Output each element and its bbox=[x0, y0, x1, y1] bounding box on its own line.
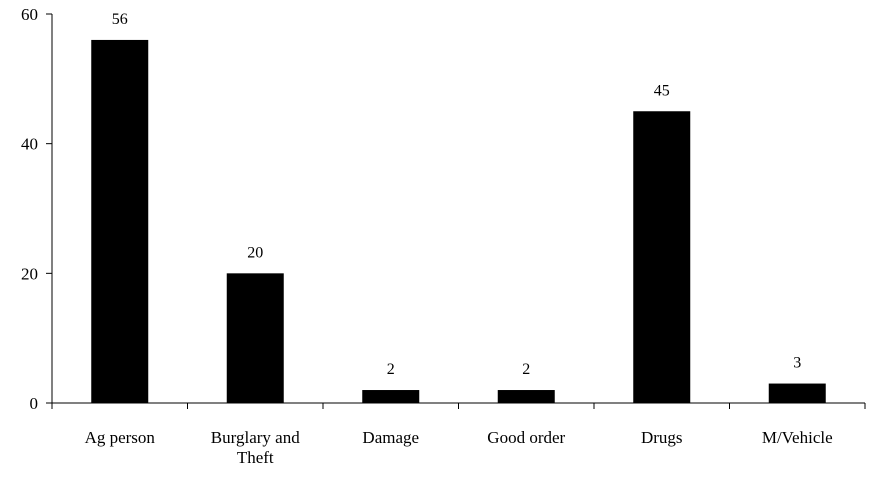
x-category-label: Burglary and Theft bbox=[211, 428, 300, 467]
x-axis: Ag person Burglary and Theft Damage Good ord… bbox=[51, 402, 866, 467]
bars bbox=[91, 39, 826, 403]
bar bbox=[633, 111, 691, 403]
data-labels: 56 20 2 2 45 3 bbox=[112, 11, 802, 378]
data-label: 2 bbox=[387, 361, 395, 378]
data-label: 20 bbox=[247, 244, 263, 261]
x-category-label: Drugs bbox=[641, 428, 683, 447]
y-axis: 0 20 40 60 bbox=[21, 5, 53, 413]
data-label: 45 bbox=[654, 82, 670, 99]
x-category-label: Damage bbox=[362, 428, 419, 447]
bar bbox=[362, 390, 420, 403]
bar bbox=[768, 383, 826, 403]
bar bbox=[91, 39, 149, 403]
data-label: 56 bbox=[112, 11, 128, 28]
y-tick-label: 0 bbox=[30, 394, 39, 413]
y-tick-label: 40 bbox=[21, 135, 38, 154]
bar bbox=[226, 273, 284, 403]
data-label: 2 bbox=[522, 361, 530, 378]
data-label: 3 bbox=[793, 355, 801, 372]
x-category-label: Ag person bbox=[85, 428, 156, 447]
x-category-label: M/Vehicle bbox=[762, 428, 833, 447]
y-tick-label: 20 bbox=[21, 264, 38, 283]
y-tick-label: 60 bbox=[21, 5, 38, 24]
bar bbox=[497, 390, 555, 403]
x-category-label: Good order bbox=[487, 428, 565, 447]
